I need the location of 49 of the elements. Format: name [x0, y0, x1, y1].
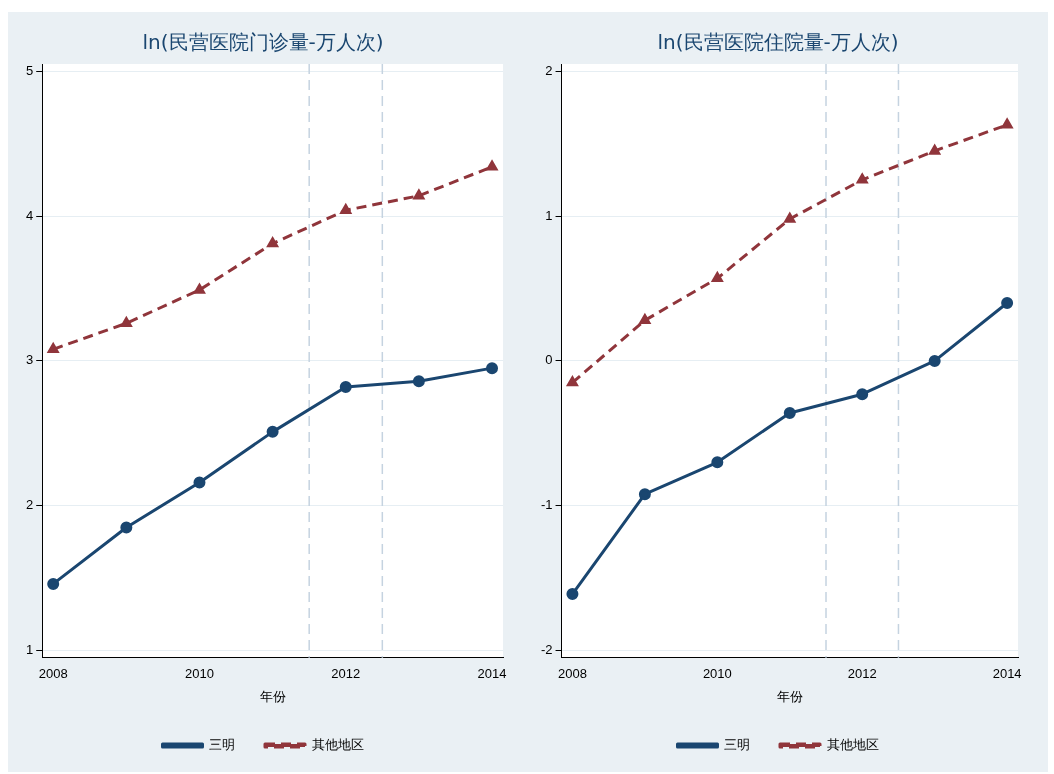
point [566, 588, 579, 601]
point [783, 407, 796, 420]
chart-title: ln(民营医院门诊量-万人次) [142, 30, 384, 55]
point [856, 388, 869, 401]
y-tick-label: 3 [26, 352, 34, 368]
point [929, 144, 941, 155]
point [711, 456, 724, 469]
chart-title: ln(民营医院住院量-万人次) [657, 30, 899, 55]
y-tick-label: 5 [26, 62, 34, 78]
x-tick-label: 2014 [992, 666, 1022, 682]
point [339, 380, 352, 393]
y-tick-label: 1 [26, 642, 34, 658]
x-tick-label: 2010 [702, 666, 732, 682]
y-tick-label: 2 [545, 62, 553, 78]
y-tick-label: 2 [26, 497, 34, 513]
x-tick-label: 2012 [331, 666, 361, 682]
x-tick-label: 2008 [557, 666, 587, 682]
point [567, 376, 578, 387]
y-tick-label: 1 [545, 207, 553, 223]
point [856, 173, 868, 184]
x-axis-title: 年份 [776, 688, 803, 704]
point [486, 160, 498, 171]
point [928, 354, 941, 367]
point [412, 375, 425, 388]
x-tick-label: 2014 [477, 666, 507, 682]
y-tick-label: -1 [541, 497, 553, 513]
point [1001, 296, 1014, 309]
x-axis-title: 年份 [259, 688, 286, 704]
y-tick-label: -2 [541, 642, 553, 658]
point [194, 283, 205, 294]
point [1001, 118, 1013, 129]
x-tick-label: 2008 [38, 666, 68, 682]
point [638, 488, 651, 501]
legend-label: 三明 [209, 736, 235, 752]
y-tick-label: 0 [545, 352, 553, 368]
point [486, 362, 499, 375]
point [193, 476, 206, 489]
y-tick-label: 4 [26, 207, 34, 223]
point [120, 521, 133, 534]
point [784, 212, 796, 223]
x-tick-label: 2012 [847, 666, 877, 682]
point [47, 577, 60, 590]
point [413, 189, 425, 200]
legend-label: 其他地区 [311, 736, 364, 752]
legend-label: 三明 [724, 736, 750, 752]
point [266, 425, 279, 438]
legend-label: 其他地区 [826, 736, 879, 752]
x-tick-label: 2010 [185, 666, 214, 682]
point [267, 237, 279, 248]
